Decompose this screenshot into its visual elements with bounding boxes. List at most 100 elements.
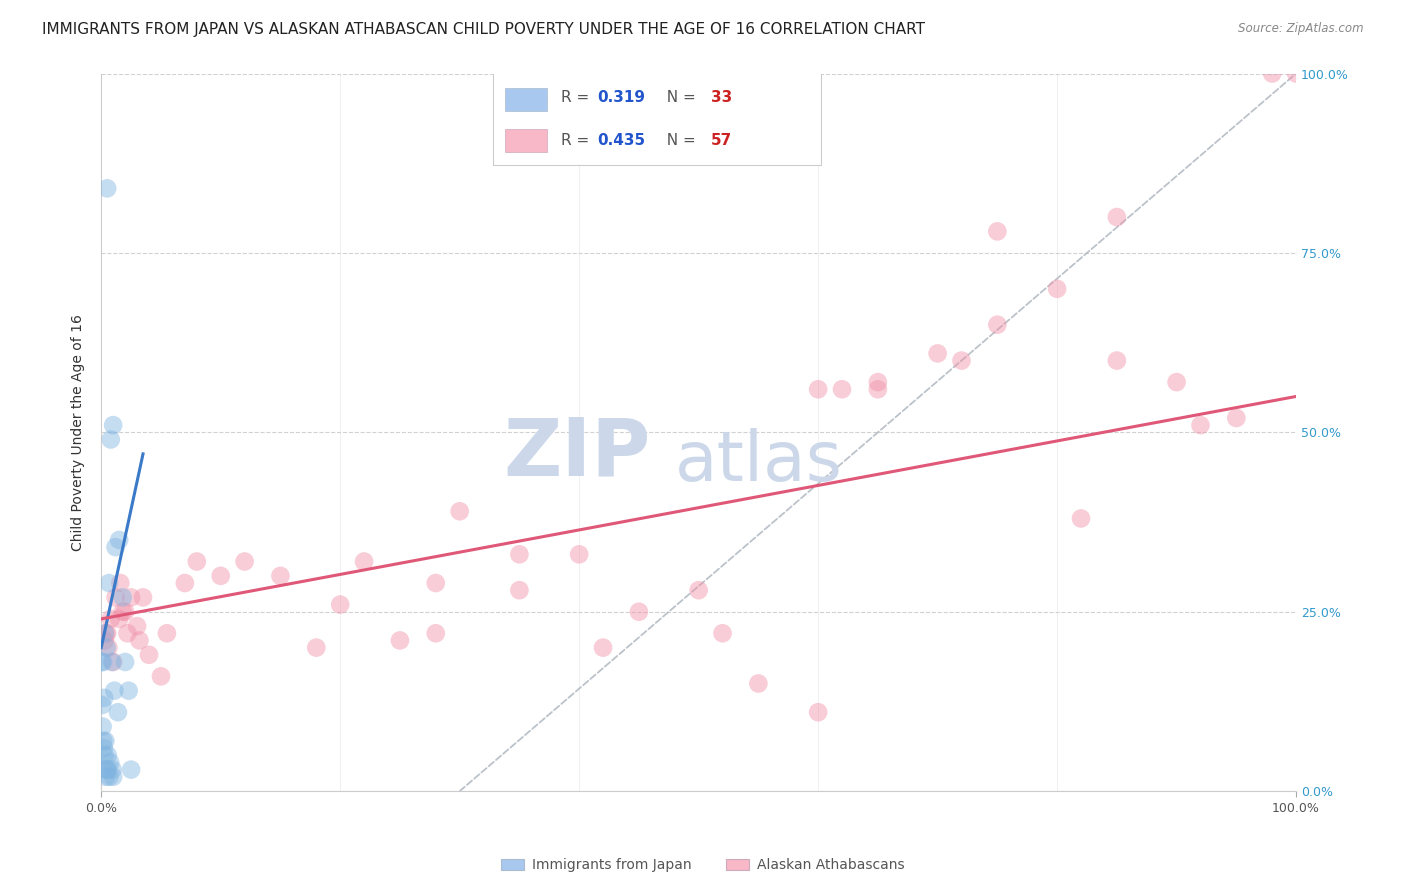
Y-axis label: Child Poverty Under the Age of 16: Child Poverty Under the Age of 16: [72, 314, 86, 550]
Legend: Immigrants from Japan, Alaskan Athabascans: Immigrants from Japan, Alaskan Athabasca…: [496, 853, 910, 878]
Point: [747, 676, 769, 690]
Point: [98, 770, 121, 784]
Point: [114, 605, 136, 619]
Point: [986, 318, 1008, 332]
Point: [1285, 66, 1308, 80]
Point: [128, 633, 150, 648]
Point: [388, 633, 411, 648]
Point: [233, 554, 256, 568]
Point: [156, 626, 179, 640]
Point: [132, 591, 155, 605]
Point: [94, 626, 117, 640]
Point: [114, 655, 136, 669]
Point: [94, 763, 117, 777]
Point: [508, 547, 530, 561]
Point: [117, 626, 139, 640]
Point: [108, 612, 131, 626]
Point: [118, 683, 141, 698]
Point: [508, 583, 530, 598]
Point: [100, 612, 122, 626]
Point: [807, 705, 830, 719]
Point: [98, 756, 121, 770]
Point: [986, 224, 1008, 238]
Text: IMMIGRANTS FROM JAPAN VS ALASKAN ATHABASCAN CHILD POVERTY UNDER THE AGE OF 16 CO: IMMIGRANTS FROM JAPAN VS ALASKAN ATHABAS…: [42, 22, 925, 37]
Point: [1189, 418, 1212, 433]
Point: [807, 382, 830, 396]
Text: R =: R =: [561, 90, 595, 104]
Point: [94, 770, 117, 784]
Point: [138, 648, 160, 662]
Point: [149, 669, 172, 683]
Text: 33: 33: [710, 90, 733, 104]
Point: [711, 626, 734, 640]
Point: [101, 418, 124, 433]
FancyBboxPatch shape: [505, 129, 547, 153]
Text: N =: N =: [657, 90, 700, 104]
Point: [96, 626, 118, 640]
Point: [449, 504, 471, 518]
Point: [101, 655, 124, 669]
Text: 57: 57: [710, 133, 733, 148]
Point: [1225, 411, 1247, 425]
Text: 0.435: 0.435: [598, 133, 645, 148]
Point: [93, 741, 115, 756]
Point: [688, 583, 710, 598]
FancyBboxPatch shape: [505, 88, 547, 111]
Text: N =: N =: [657, 133, 700, 148]
Point: [627, 605, 650, 619]
Point: [209, 569, 232, 583]
Point: [125, 619, 148, 633]
Point: [425, 626, 447, 640]
Point: [94, 633, 117, 648]
Point: [108, 533, 131, 547]
Point: [97, 763, 120, 777]
Point: [93, 690, 115, 705]
Point: [353, 554, 375, 568]
Point: [1261, 66, 1284, 80]
FancyBboxPatch shape: [494, 72, 821, 165]
Point: [120, 763, 142, 777]
Point: [93, 734, 115, 748]
Point: [107, 705, 129, 719]
Point: [1105, 210, 1128, 224]
Point: [329, 598, 352, 612]
Text: R =: R =: [561, 133, 595, 148]
Point: [101, 770, 124, 784]
Point: [866, 375, 889, 389]
Point: [97, 640, 120, 655]
Point: [91, 720, 114, 734]
Point: [101, 655, 124, 669]
Point: [592, 640, 614, 655]
Point: [269, 569, 291, 583]
Point: [1166, 375, 1188, 389]
Point: [568, 547, 591, 561]
Point: [866, 382, 889, 396]
Point: [120, 591, 142, 605]
Point: [831, 382, 853, 396]
Point: [104, 540, 127, 554]
Point: [950, 353, 973, 368]
Point: [927, 346, 949, 360]
Point: [103, 683, 125, 698]
Text: Source: ZipAtlas.com: Source: ZipAtlas.com: [1239, 22, 1364, 36]
Point: [96, 181, 118, 195]
Point: [100, 433, 122, 447]
Point: [1046, 282, 1069, 296]
Point: [91, 655, 114, 669]
Point: [94, 626, 117, 640]
Point: [91, 698, 114, 712]
Point: [173, 576, 195, 591]
Point: [1070, 511, 1092, 525]
Point: [104, 591, 127, 605]
Point: [96, 640, 118, 655]
Point: [90, 655, 112, 669]
Point: [94, 734, 117, 748]
Point: [101, 763, 124, 777]
Point: [98, 576, 121, 591]
Point: [186, 554, 208, 568]
Text: 0.319: 0.319: [598, 90, 645, 104]
Point: [97, 748, 120, 763]
Point: [305, 640, 328, 655]
Text: ZIP: ZIP: [503, 415, 651, 493]
Point: [1105, 353, 1128, 368]
